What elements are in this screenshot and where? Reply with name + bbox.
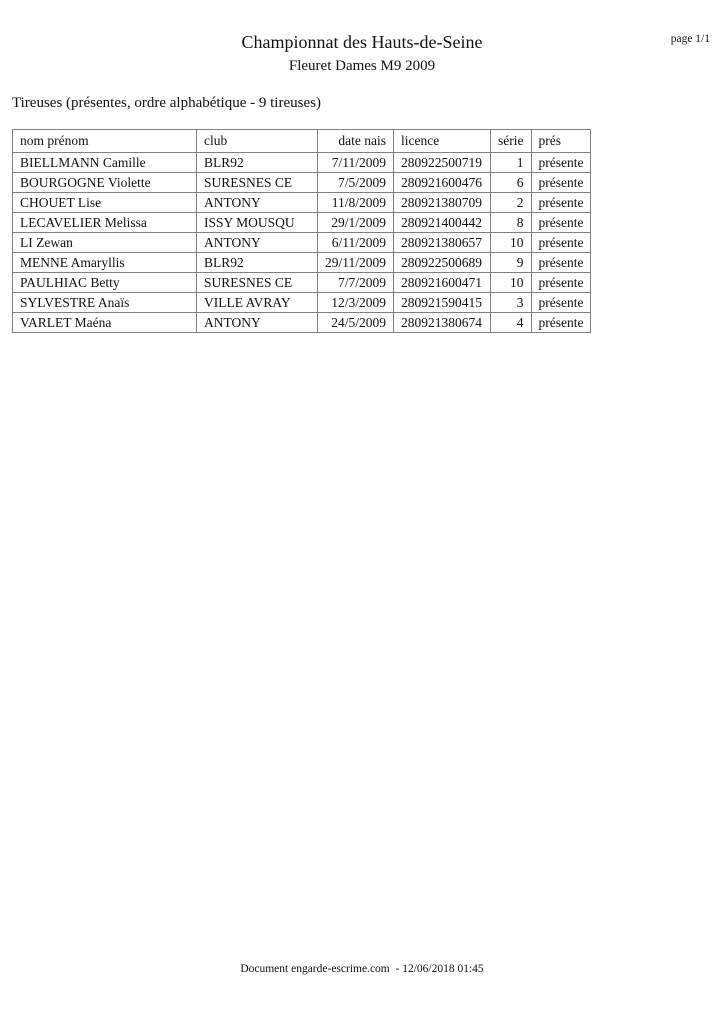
column-header-licence: licence — [393, 129, 492, 153]
table-row: BOURGOGNE Violette SURESNES CE 7/5/2009 280… — [12, 172, 592, 193]
table-row: VARLET Maéna ANTONY 24/5/2009 280921380674 4… — [12, 312, 592, 333]
cell-name: MENNE Amaryllis — [12, 252, 197, 273]
table-row: PAULHIAC Betty SURESNES CE 7/7/2009 2809216… — [12, 272, 592, 293]
cell-licence: 280921380674 — [393, 312, 492, 333]
cell-serie: 9 — [490, 252, 532, 273]
cell-pres: présente — [530, 152, 592, 173]
cell-pres: présente — [530, 272, 592, 293]
cell-date: 7/11/2009 — [316, 152, 395, 173]
table-row: BIELLMANN Camille BLR92 7/11/2009 280922500… — [12, 152, 592, 173]
table-row: CHOUET Lise ANTONY 11/8/2009 280921380709 2 p… — [12, 192, 592, 213]
cell-licence: 280921600476 — [393, 172, 492, 193]
cell-licence: 280921380709 — [393, 192, 492, 213]
cell-serie: 2 — [490, 192, 532, 213]
cell-serie: 3 — [490, 292, 532, 313]
table-body: BIELLMANN Camille BLR92 7/11/2009 280922500… — [12, 152, 592, 333]
cell-date: 11/8/2009 — [316, 192, 395, 213]
cell-licence: 280922500689 — [393, 252, 492, 273]
cell-club: VILLE AVRAY — [196, 292, 318, 313]
cell-name: SYLVESTRE Anaïs — [12, 292, 197, 313]
table-row: MENNE Amaryllis BLR92 29/11/2009 2809225006… — [12, 252, 592, 273]
cell-pres: présente — [530, 212, 592, 233]
cell-serie: 4 — [490, 312, 532, 333]
cell-serie: 10 — [490, 232, 532, 253]
document-footer: Document engarde-escrime.com - 12/06/201… — [240, 963, 484, 975]
cell-name: LECAVELIER Melissa — [12, 212, 197, 233]
page-title: Championnat des Hauts-de-Seine — [241, 32, 483, 52]
tireuses-table: nom prénom club date nais licence série prés … — [12, 129, 592, 333]
cell-date: 7/7/2009 — [316, 272, 395, 293]
cell-club: ANTONY — [196, 192, 318, 213]
table-row: LI Zewan ANTONY 6/11/2009 280921380657 10 pré… — [12, 232, 592, 253]
cell-club: ISSY MOUSQU — [196, 212, 318, 233]
cell-name: PAULHIAC Betty — [12, 272, 197, 293]
cell-club: BLR92 — [196, 152, 318, 173]
cell-name: LI Zewan — [12, 232, 197, 253]
cell-name: BIELLMANN Camille — [12, 152, 197, 173]
cell-club: BLR92 — [196, 252, 318, 273]
cell-serie: 8 — [490, 212, 532, 233]
column-header-club: club — [196, 129, 318, 153]
cell-licence: 280921590415 — [393, 292, 492, 313]
cell-club: ANTONY — [196, 232, 318, 253]
cell-date: 7/5/2009 — [316, 172, 395, 193]
cell-date: 29/1/2009 — [316, 212, 395, 233]
header-row: nom prénom club date nais licence série prés — [12, 129, 592, 153]
cell-pres: présente — [530, 172, 592, 193]
cell-date: 12/3/2009 — [316, 292, 395, 313]
page-indicator: page 1/1 — [670, 33, 710, 45]
column-header-pres: prés — [530, 129, 592, 153]
page-subtitle: Fleuret Dames M9 2009 — [288, 58, 436, 74]
cell-club: ANTONY — [196, 312, 318, 333]
column-header-date: date nais — [316, 129, 395, 153]
cell-date: 29/11/2009 — [316, 252, 395, 273]
cell-club: SURESNES CE — [196, 172, 318, 193]
cell-pres: présente — [530, 312, 592, 333]
cell-date: 6/11/2009 — [316, 232, 395, 253]
column-header-name: nom prénom — [12, 129, 197, 153]
section-heading: Tireuses (présentes, ordre alphabétique … — [12, 95, 321, 111]
cell-pres: présente — [530, 192, 592, 213]
cell-date: 24/5/2009 — [316, 312, 395, 333]
cell-serie: 10 — [490, 272, 532, 293]
table-row: SYLVESTRE Anaïs VILLE AVRAY 12/3/2009 28092… — [12, 292, 592, 313]
table-row: LECAVELIER Melissa ISSY MOUSQU 29/1/2009 28… — [12, 212, 592, 233]
cell-club: SURESNES CE — [196, 272, 318, 293]
cell-licence: 280921380657 — [393, 232, 492, 253]
cell-licence: 280921400442 — [393, 212, 492, 233]
cell-name: CHOUET Lise — [12, 192, 197, 213]
cell-pres: présente — [530, 292, 592, 313]
cell-name: VARLET Maéna — [12, 312, 197, 333]
cell-pres: présente — [530, 232, 592, 253]
column-header-serie: série — [490, 129, 532, 153]
cell-licence: 280921600471 — [393, 272, 492, 293]
cell-licence: 280922500719 — [393, 152, 492, 173]
cell-pres: présente — [530, 252, 592, 273]
cell-serie: 6 — [490, 172, 532, 193]
cell-name: BOURGOGNE Violette — [12, 172, 197, 193]
cell-serie: 1 — [490, 152, 532, 173]
